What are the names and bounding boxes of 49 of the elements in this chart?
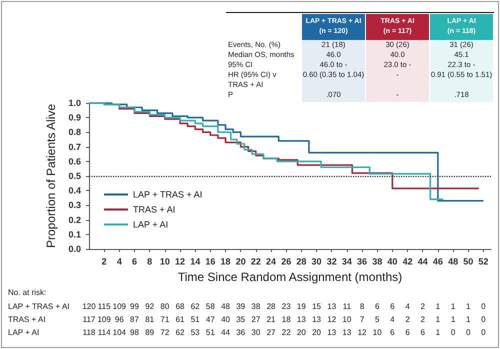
x-tick-label: 20	[236, 256, 246, 266]
x-tick-label: 18	[220, 256, 231, 266]
x-tick-label: 28	[296, 256, 306, 266]
x-tick-label: 10	[160, 256, 170, 266]
text: 117 109 96 87 81 71 61 51 47 40 35 27 21 18 13 13 12 10 7 5 4 2 2 1 1 1 0	[82, 315, 486, 324]
x-tick-label: 42	[402, 256, 413, 266]
x-tick-label: 8	[147, 256, 152, 266]
y-tick-label: 0.5	[68, 171, 81, 181]
x-tick-label: 24	[266, 256, 276, 266]
y-tick-label: 1.0	[68, 98, 81, 108]
text: TRAS + AI	[8, 315, 46, 324]
x-tick-label: 44	[418, 256, 428, 266]
x-tick-label: 6	[132, 256, 138, 266]
x-tick-label: 22	[250, 256, 261, 266]
text: 120 115 109 99 92 80 68 62 58 48 39 38 28 23 19 15 13 11 8 6 6 4 2 1 1 1 0	[82, 302, 486, 311]
x-tick-label: 26	[281, 256, 292, 266]
x-tick-label: 2	[102, 256, 107, 266]
x-tick-label: 48	[448, 256, 458, 266]
legend-label: LAP + TRAS + AI	[133, 190, 202, 200]
x-tick-label: 46	[432, 256, 443, 266]
legend-label: TRAS + AI	[133, 204, 176, 214]
y-tick-label: 0.9	[68, 112, 81, 123]
y-tick-label: 0.1	[68, 229, 81, 240]
x-tick-label: 4	[116, 256, 122, 266]
y-tick-label: 0.0	[68, 244, 81, 254]
x-tick-label: 34	[342, 256, 352, 266]
x-tick-label: 16	[205, 256, 216, 266]
y-axis-title: Proportion of Patients Alive	[44, 104, 58, 248]
x-tick-label: 14	[190, 256, 200, 266]
y-tick-label: 0.6	[68, 156, 81, 166]
y-tick-label: 0.8	[68, 127, 81, 138]
text: LAP + TRAS + AI	[8, 302, 70, 311]
text: LAP + AI	[8, 328, 40, 337]
x-tick-label: 12	[175, 256, 186, 266]
y-tick-label: 0.7	[68, 142, 81, 152]
x-tick-label: 36	[357, 256, 368, 266]
legend-label: LAP + AI	[133, 220, 168, 230]
y-tick-label: 0.3	[68, 200, 81, 210]
x-tick-label: 38	[372, 256, 382, 266]
x-tick-label: 52	[478, 256, 488, 266]
y-tick-label: 0.4	[68, 186, 81, 196]
y-tick-label: 0.2	[68, 214, 81, 225]
x-tick-label: 32	[326, 256, 337, 266]
x-tick-label: 50	[463, 256, 474, 266]
x-tick-label: 40	[387, 256, 398, 266]
x-tick-label: 30	[312, 256, 322, 266]
text: No. at risk:	[8, 288, 46, 297]
text: 118 114 104 98 89 72 62 53 51 44 36 30 27 22 20 20 13 13 12 10 6 6 6 1 0 0 0	[82, 328, 486, 337]
x-axis-title: Time Since Random Assignment (months)	[178, 270, 402, 284]
